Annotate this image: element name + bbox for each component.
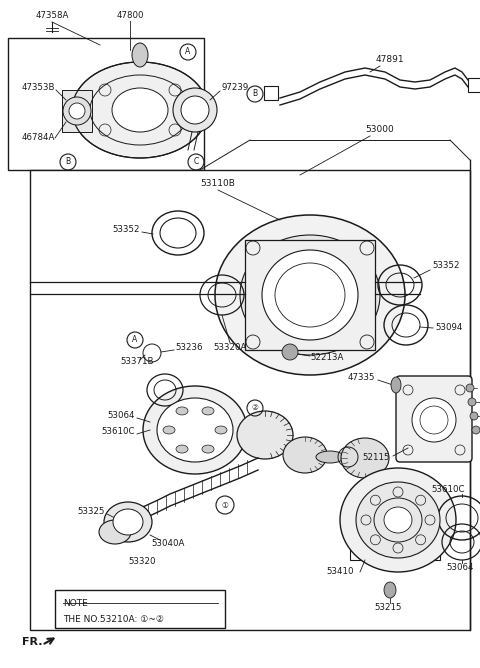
- Text: 46784A: 46784A: [22, 132, 55, 142]
- Ellipse shape: [240, 235, 380, 355]
- Text: B: B: [65, 158, 71, 166]
- Ellipse shape: [112, 88, 168, 132]
- Bar: [468, 78, 480, 92]
- Text: 53610C: 53610C: [431, 486, 465, 494]
- Ellipse shape: [202, 407, 214, 415]
- Text: 52216: 52216: [479, 383, 480, 393]
- Text: 53320A: 53320A: [213, 343, 247, 353]
- Text: 53215: 53215: [374, 603, 402, 611]
- Ellipse shape: [215, 426, 227, 434]
- Text: FR.: FR.: [22, 637, 43, 647]
- Ellipse shape: [163, 426, 175, 434]
- Text: C: C: [193, 158, 199, 166]
- Text: 47358A: 47358A: [36, 11, 69, 21]
- Ellipse shape: [113, 509, 143, 535]
- Text: 47353B: 47353B: [22, 84, 56, 92]
- Text: 47335: 47335: [348, 373, 375, 381]
- Ellipse shape: [412, 398, 456, 442]
- Text: ②: ②: [252, 403, 258, 413]
- Text: 53094: 53094: [435, 323, 462, 333]
- Ellipse shape: [384, 507, 412, 533]
- Text: 53064: 53064: [108, 411, 135, 420]
- Bar: [55, 590, 225, 628]
- Text: 53000: 53000: [366, 126, 395, 134]
- Ellipse shape: [215, 215, 405, 375]
- Ellipse shape: [384, 582, 396, 598]
- Text: 52213A: 52213A: [310, 353, 343, 363]
- Ellipse shape: [237, 411, 293, 459]
- Text: 53610C: 53610C: [101, 428, 135, 436]
- Ellipse shape: [69, 103, 85, 119]
- Text: 53236: 53236: [175, 343, 203, 353]
- Ellipse shape: [466, 384, 474, 392]
- Text: 53352: 53352: [112, 226, 140, 234]
- Bar: [245, 240, 375, 350]
- Text: 53320: 53320: [128, 558, 156, 566]
- Ellipse shape: [265, 257, 355, 333]
- Ellipse shape: [181, 96, 209, 124]
- Text: NOTE: NOTE: [63, 599, 88, 608]
- Ellipse shape: [143, 386, 247, 474]
- Text: 47800: 47800: [116, 11, 144, 21]
- Ellipse shape: [340, 468, 456, 572]
- Ellipse shape: [283, 437, 327, 473]
- Ellipse shape: [262, 250, 358, 340]
- Ellipse shape: [104, 502, 152, 542]
- Text: 53371B: 53371B: [120, 357, 154, 367]
- Bar: [350, 490, 440, 560]
- Ellipse shape: [63, 97, 91, 125]
- Text: A: A: [132, 335, 138, 345]
- Text: THE NO.53210A: ①~②: THE NO.53210A: ①~②: [63, 615, 164, 624]
- Ellipse shape: [391, 377, 401, 393]
- Text: 53410: 53410: [326, 568, 354, 576]
- Bar: [62, 90, 92, 132]
- Ellipse shape: [176, 445, 188, 453]
- Text: 53064: 53064: [446, 564, 474, 572]
- Text: 53086: 53086: [479, 426, 480, 434]
- FancyBboxPatch shape: [396, 376, 472, 462]
- Ellipse shape: [282, 344, 298, 360]
- Ellipse shape: [72, 62, 208, 158]
- Text: 53040A: 53040A: [151, 540, 185, 548]
- Ellipse shape: [470, 412, 478, 420]
- Bar: [264, 86, 278, 100]
- Bar: [8, 38, 204, 170]
- Ellipse shape: [176, 407, 188, 415]
- Text: 47891: 47891: [376, 55, 404, 65]
- Text: 53352: 53352: [432, 261, 459, 271]
- Text: 52115: 52115: [362, 454, 390, 462]
- Text: 53325: 53325: [77, 508, 105, 516]
- Ellipse shape: [356, 482, 440, 558]
- Ellipse shape: [173, 88, 217, 132]
- Ellipse shape: [157, 398, 233, 462]
- Text: B: B: [252, 90, 258, 98]
- Ellipse shape: [472, 426, 480, 434]
- Text: 53110B: 53110B: [201, 178, 235, 188]
- Ellipse shape: [132, 43, 148, 67]
- Ellipse shape: [99, 520, 131, 544]
- Ellipse shape: [468, 398, 476, 406]
- Ellipse shape: [202, 445, 214, 453]
- Text: A: A: [185, 47, 191, 57]
- Ellipse shape: [341, 438, 389, 478]
- Ellipse shape: [316, 451, 344, 463]
- Bar: [30, 170, 470, 630]
- Text: ①: ①: [222, 500, 228, 510]
- Text: 97239: 97239: [222, 84, 249, 92]
